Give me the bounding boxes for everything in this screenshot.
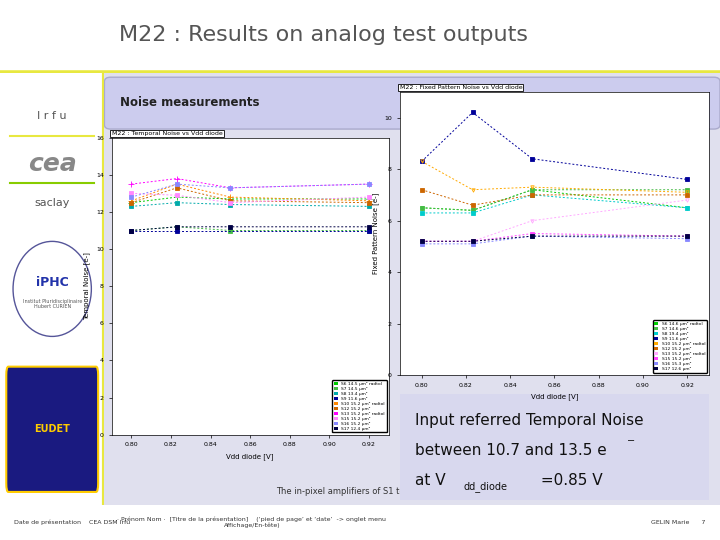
Text: Date de présentation    CEA DSM Irfu: Date de présentation CEA DSM Irfu (14, 519, 130, 525)
Text: M22 : Temporal Noise vs Vdd diode: M22 : Temporal Noise vs Vdd diode (112, 131, 222, 136)
Text: Institut Pluridisciplinaire
Hubert CURIEN: Institut Pluridisciplinaire Hubert CURIE… (22, 299, 82, 309)
Text: dd_diode: dd_diode (463, 482, 507, 492)
Text: between 10.7 and 13.5 e: between 10.7 and 13.5 e (415, 442, 607, 457)
FancyBboxPatch shape (6, 367, 98, 492)
Text: iPHC: iPHC (36, 276, 68, 289)
Text: M22 : Fixed Pattern Noise vs Vdd diode: M22 : Fixed Pattern Noise vs Vdd diode (400, 85, 522, 90)
Legend: S6 14.5 μm² radtol, S7 14.5 μm², S8 13.4 μm², S9 11.6 μm², S10 15.2 μm² radtol, : S6 14.5 μm² radtol, S7 14.5 μm², S8 13.4… (333, 380, 387, 433)
Text: cea: cea (28, 152, 76, 176)
Text: M22 : Results on analog test outputs: M22 : Results on analog test outputs (119, 25, 528, 45)
Text: I r f u: I r f u (37, 111, 67, 121)
Text: GELIN Marie      7: GELIN Marie 7 (651, 520, 706, 525)
FancyBboxPatch shape (95, 66, 720, 511)
Text: The in-pixel amplifiers of S1 to S9, S11, S14 don't use vdd_diode: The in-pixel amplifiers of S1 to S9, S11… (276, 488, 548, 496)
Text: saclay: saclay (35, 198, 70, 207)
Text: EUDET: EUDET (35, 424, 70, 434)
Legend: S6 14.6 μm² radtol, S7 14.6 μm², S8 19.4 μm², S9 11.6 μm², S10 15.2 μm² radtol, : S6 14.6 μm² radtol, S7 14.6 μm², S8 19.4… (653, 320, 707, 373)
Text: Noise measurements: Noise measurements (120, 96, 259, 109)
Text: Input referred Temporal Noise: Input referred Temporal Noise (415, 413, 644, 428)
FancyBboxPatch shape (390, 391, 719, 503)
Y-axis label: Temporal Noise [e-]: Temporal Noise [e-] (84, 252, 91, 320)
Text: =0.85 V: =0.85 V (536, 473, 603, 488)
Text: at V: at V (415, 473, 446, 488)
X-axis label: Vdd diode [V]: Vdd diode [V] (227, 453, 274, 460)
Y-axis label: Fixed Pattern Noise [e-]: Fixed Pattern Noise [e-] (372, 193, 379, 274)
Text: · Prénom Nom ·  [Titre de la présentation]    (‘pied de page’ et ‘date’  -> ongl: · Prénom Nom · [Titre de la présentation… (117, 516, 387, 529)
FancyBboxPatch shape (104, 77, 720, 129)
Text: −: − (627, 436, 635, 446)
X-axis label: Vdd diode [V]: Vdd diode [V] (531, 394, 578, 400)
